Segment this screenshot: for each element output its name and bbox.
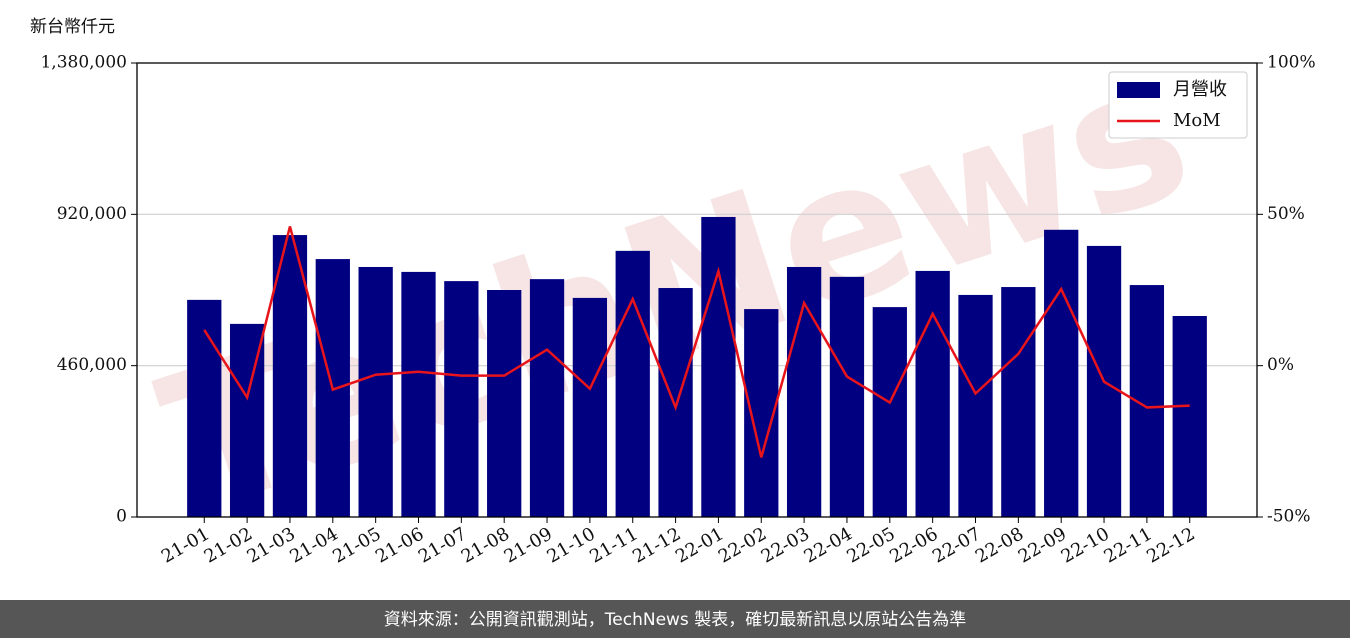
y-tick-label: 460,000 (57, 355, 127, 375)
y2-tick-label: 100% (1267, 53, 1316, 73)
y-tick-label: 920,000 (57, 204, 127, 224)
bar (401, 271, 436, 517)
x-tick-label: 22-05 (843, 523, 898, 567)
y2-tick-label: 0% (1267, 355, 1294, 375)
legend-label: MoM (1173, 110, 1221, 131)
bar (872, 307, 907, 517)
x-tick-label: 21-12 (629, 523, 684, 567)
x-tick-label: 22-10 (1058, 523, 1113, 567)
legend-label: 月營收 (1173, 79, 1227, 100)
plot-frame (136, 62, 1258, 518)
x-tick-label: 22-08 (972, 523, 1027, 567)
bar (487, 290, 522, 517)
y-axis-unit: 新台幣仟元 (30, 17, 115, 37)
bar (829, 276, 865, 517)
bar (615, 250, 650, 518)
x-tick-label: 21-05 (329, 523, 384, 567)
y2-tick-label: -50% (1267, 507, 1311, 527)
y-tick-label: 1,380,000 (40, 53, 127, 73)
bar (1001, 287, 1036, 517)
bar (701, 216, 736, 517)
legend-swatch (1117, 82, 1160, 98)
bar (658, 288, 693, 517)
x-tick-label: 22-02 (715, 523, 770, 567)
bar (915, 270, 950, 517)
y2-tick-label: 50% (1267, 204, 1305, 224)
bar (572, 297, 608, 517)
x-tick-label: 21-06 (372, 523, 427, 567)
x-tick-label: 22-04 (801, 523, 856, 567)
x-tick-label: 21-09 (501, 523, 556, 567)
x-tick-label: 21-07 (415, 523, 470, 567)
x-tick-label: 21-11 (586, 523, 641, 567)
x-tick-label: 21-10 (543, 523, 598, 567)
bar (529, 279, 565, 517)
bar (958, 294, 993, 517)
y-tick-label: 0 (116, 507, 127, 527)
footer-text: 資料來源：公開資訊觀測站，TechNews 製表，確切最新訊息以原站公告為準 (384, 610, 966, 630)
bar (187, 299, 222, 517)
x-tick-label: 22-07 (929, 523, 984, 567)
x-tick-label: 22-01 (672, 523, 727, 567)
footer-bar (0, 600, 1350, 638)
x-tick-label: 21-08 (458, 523, 513, 567)
bar (786, 266, 822, 517)
bar (1044, 229, 1079, 517)
x-tick-label: 22-03 (758, 523, 813, 567)
x-tick-label: 22-11 (1100, 523, 1155, 567)
x-tick-label: 21-04 (286, 523, 341, 567)
mom-line (203, 226, 1190, 458)
x-tick-label: 22-09 (1015, 523, 1070, 567)
x-tick-label: 22-12 (1143, 523, 1198, 567)
x-tick-label: 21-01 (158, 523, 213, 567)
bar (272, 235, 308, 517)
bar (1172, 315, 1207, 517)
bar (358, 266, 393, 517)
bar (444, 281, 479, 517)
x-tick-label: 22-06 (886, 523, 941, 567)
